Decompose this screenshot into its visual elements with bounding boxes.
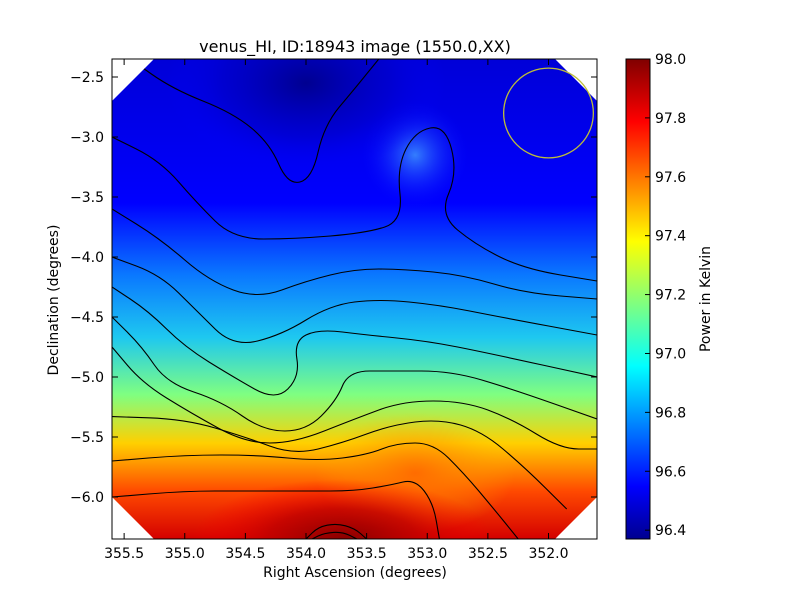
y-tick-label: −5.0 (70, 370, 104, 386)
contour-line-11 (305, 523, 367, 539)
x-tick-label: 352.0 (528, 546, 568, 562)
y-tick-label: −3.5 (70, 190, 104, 206)
colorbar (626, 59, 650, 539)
colorbar-frame (625, 58, 651, 540)
maximum-patch (192, 479, 493, 539)
colorbar-tick-label: 97.0 (655, 346, 686, 362)
y-tick-label: −5.5 (70, 430, 104, 446)
contour-line-7 (112, 346, 597, 450)
x-tick-label: 354.5 (225, 546, 265, 562)
y-tick-label: −4.5 (70, 310, 104, 326)
contour-line-10 (112, 480, 440, 539)
x-axis: 355.5 355.0 354.5 354.0 353.5 353.0 352.5 352.0 (104, 59, 569, 562)
x-tick-label: 352.5 (468, 546, 508, 562)
colorbar-tick-label: 96.4 (655, 523, 686, 539)
contour-line-12 (311, 531, 358, 539)
y-tick-label: −2.5 (70, 70, 104, 86)
x-tick-label: 355.5 (104, 546, 144, 562)
y-tick-label: −4.0 (70, 250, 104, 266)
contour-line-6 (112, 316, 597, 432)
colorbar-axis: 96.4 96.6 96.8 97.0 97.2 97.4 97.6 97.8 98.0 (645, 52, 686, 539)
colorbar-tick-label: 97.6 (655, 170, 686, 186)
y-axis: −2.5 −3.0 −3.5 −4.0 −4.5 −5.0 −5.5 −6.0 (70, 70, 597, 506)
x-tick-label: 353.0 (407, 546, 447, 562)
colorbar-label: Power in Kelvin (698, 246, 714, 352)
colorbar-tick-label: 98.0 (655, 52, 686, 68)
contour-line-9 (112, 442, 519, 539)
chart-title: venus_HI, ID:18943 image (1550.0,XX) (199, 37, 511, 57)
plot-frame (111, 58, 598, 540)
contour-line-3 (112, 208, 597, 300)
x-tick-label: 355.0 (165, 546, 205, 562)
contour-line-1 (129, 59, 380, 183)
x-tick-label: 353.5 (347, 546, 387, 562)
beam-marker (502, 67, 595, 159)
colorbar-tick-label: 97.8 (655, 111, 686, 127)
colorbar-tick-label: 97.4 (655, 229, 686, 245)
colorbar-tick-label: 96.8 (655, 405, 686, 421)
contour-line-2 (112, 127, 597, 282)
x-axis-label: Right Ascension (degrees) (263, 565, 447, 581)
colorbar-tick-label: 96.6 (655, 464, 686, 480)
contour-line-8 (112, 416, 568, 510)
y-tick-label: −3.0 (70, 130, 104, 146)
minimum-patch (166, 59, 446, 173)
x-tick-label: 354.0 (286, 546, 326, 562)
colorbar-tick-label: 97.2 (655, 288, 686, 304)
heatmap-field (112, 59, 597, 539)
y-tick-label: −6.0 (70, 490, 104, 506)
contour-line-5 (112, 286, 597, 396)
y-axis-label: Declination (degrees) (46, 225, 62, 376)
contour-lines (112, 59, 597, 539)
contour-line-4 (112, 256, 597, 344)
